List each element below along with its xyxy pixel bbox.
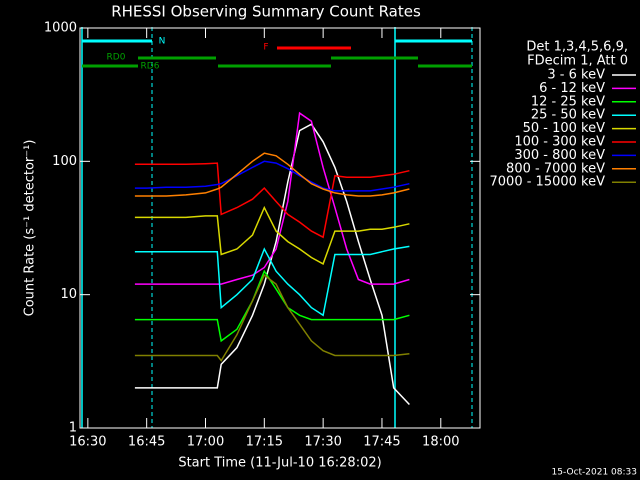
interval-bars bbox=[81, 27, 473, 428]
timestamp: 15-Oct-2021 08:33 bbox=[552, 468, 637, 478]
x-tick-label: 17:00 bbox=[187, 435, 224, 450]
legend-header: FDecim 1, Att 0 bbox=[527, 54, 628, 69]
legend-label: 3 - 6 keV bbox=[547, 68, 605, 83]
series-line bbox=[134, 269, 410, 343]
legend-label: 300 - 800 keV bbox=[514, 148, 605, 163]
legend-header: Det 1,3,4,5,6,9, bbox=[526, 40, 628, 55]
legend-label: 25 - 50 keV bbox=[531, 108, 605, 123]
x-tick-label: 17:30 bbox=[304, 435, 341, 450]
x-tick-label: 16:45 bbox=[128, 435, 165, 450]
x-tick-label: 18:00 bbox=[422, 435, 459, 450]
annotation: F bbox=[263, 43, 268, 53]
legend-label: 100 - 300 keV bbox=[514, 135, 605, 150]
series-line bbox=[134, 245, 410, 317]
series-line bbox=[134, 160, 410, 192]
x-tick-label: 17:15 bbox=[246, 435, 283, 450]
annotation: RD6 bbox=[141, 62, 160, 72]
x-tick-label: 16:30 bbox=[69, 435, 106, 450]
annotation: RD0 bbox=[107, 53, 126, 63]
series-line bbox=[134, 162, 410, 239]
legend-label: 6 - 12 keV bbox=[539, 81, 605, 96]
chart-title: RHESSI Observing Summary Count Rates bbox=[111, 3, 421, 21]
x-tick-label: 17:45 bbox=[363, 435, 400, 450]
y-axis-label: Count Rate (s⁻¹ detector⁻¹) bbox=[23, 140, 38, 317]
y-tick-label: 10 bbox=[60, 287, 77, 302]
series-group bbox=[134, 111, 410, 406]
axes: 1 10 100 1000 16:30 16:45 17:00 17:15 17:30 17:45… bbox=[44, 21, 480, 450]
plot-frame bbox=[79, 27, 481, 429]
series-line bbox=[134, 111, 410, 285]
legend: Det 1,3,4,5,6,9,FDecim 1, Att 03 - 6 keV… bbox=[490, 40, 636, 190]
legend-label: 50 - 100 keV bbox=[523, 121, 606, 136]
series-line bbox=[134, 152, 410, 197]
series-line bbox=[134, 123, 410, 406]
annotation: N bbox=[159, 37, 166, 47]
annotations: N RD0 RD6 F bbox=[107, 37, 269, 72]
legend-label: 800 - 7000 keV bbox=[506, 161, 605, 176]
y-tick-label: 1000 bbox=[44, 21, 77, 36]
y-tick-label: 1 bbox=[69, 421, 77, 436]
legend-label: 12 - 25 keV bbox=[531, 94, 605, 109]
y-tick-label: 100 bbox=[52, 154, 77, 169]
series-line bbox=[134, 274, 410, 362]
x-axis-label: Start Time (11-Jul-10 16:28:02) bbox=[178, 456, 381, 471]
series-line bbox=[134, 205, 410, 265]
legend-label: 7000 - 15000 keV bbox=[490, 175, 606, 190]
